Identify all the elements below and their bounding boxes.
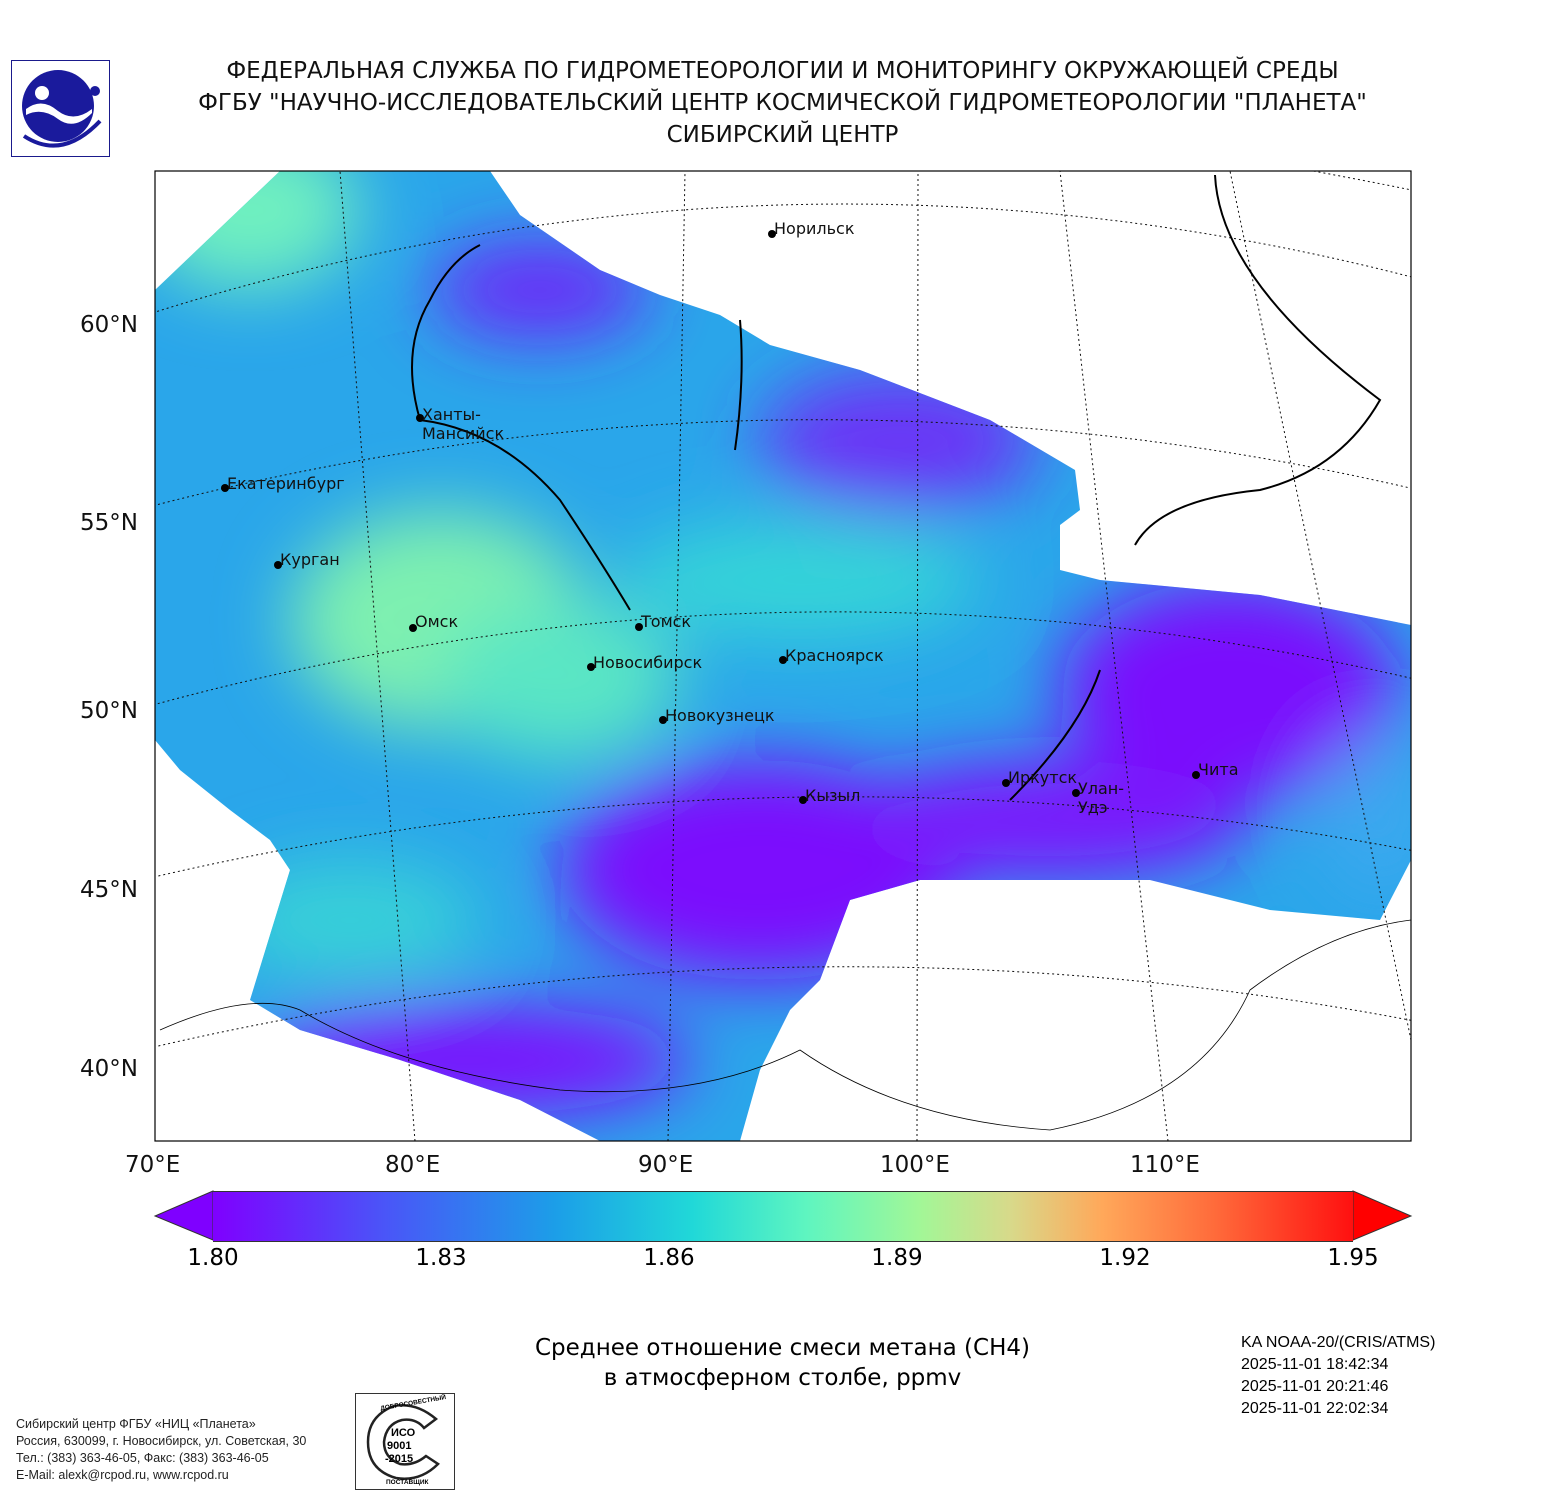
lon-label: 70°E <box>125 1152 181 1178</box>
svg-text:ПОСТАВЩИК: ПОСТАВЩИК <box>386 1479 429 1486</box>
city-label: Улан-Удэ <box>1078 779 1125 817</box>
map-title: Среднее отношение смеси метана (CH4) в а… <box>470 1333 1095 1393</box>
methane-field <box>155 171 1411 1141</box>
svg-text:9001: 9001 <box>387 1440 411 1452</box>
colorbar-max-extend <box>1352 1190 1413 1241</box>
city-label: Ханты-Мансийск <box>422 405 505 443</box>
lat-label: 55°N <box>80 510 138 536</box>
svg-text:-2015: -2015 <box>385 1453 413 1465</box>
colorbar-tick: 1.86 <box>643 1245 695 1271</box>
header-line-1: ФЕДЕРАЛЬНАЯ СЛУЖБА ПО ГИДРОМЕТЕОРОЛОГИИ … <box>226 58 1339 84</box>
colorbar-tick: 1.89 <box>871 1245 923 1271</box>
border <box>159 919 1411 1131</box>
colorbar-tick: 1.80 <box>187 1245 239 1271</box>
city-label: Кызыл <box>805 786 861 805</box>
colorbar-tick: 1.95 <box>1327 1245 1379 1271</box>
colorbar-min-extend <box>153 1190 214 1241</box>
city-label: Омск <box>415 612 459 631</box>
city-label: Чита <box>1198 760 1239 779</box>
footer-line: E-Mail: alexk@rcpod.ru, www.rcpod.ru <box>16 1468 229 1482</box>
colorbar-tick: 1.92 <box>1099 1245 1151 1271</box>
lat-label: 40°N <box>80 1056 138 1082</box>
city-label: Екатеринбург <box>227 474 345 493</box>
pass-time: 2025-11-01 18:42:34 <box>1241 1356 1389 1373</box>
colorbar <box>213 1191 1353 1242</box>
planeta-logo <box>11 60 110 157</box>
lat-label: 60°N <box>80 312 138 338</box>
satellite-name: KA NOAA-20/(CRIS/ATMS) <box>1241 1334 1436 1351</box>
map-title-line-1: Среднее отношение смеси метана (CH4) <box>534 1335 1030 1361</box>
iso-9001-logo: ИСО 9001 -2015 ДОБРОСОВЕСТНЫЙ ПОСТАВЩИК <box>355 1393 455 1490</box>
rivers <box>411 174 1382 801</box>
colorbar-tick: 1.83 <box>415 1245 467 1271</box>
iso-text: ИСО <box>391 1427 416 1439</box>
graticule <box>155 171 1411 1141</box>
city-label: Томск <box>641 612 692 631</box>
city-label: Красноярск <box>785 646 884 665</box>
pass-time: 2025-11-01 20:21:46 <box>1241 1378 1389 1395</box>
footer-line: Сибирский центр ФГБУ «НИЦ «Планета» <box>16 1417 256 1431</box>
lat-label: 45°N <box>80 877 138 903</box>
footer-line: Россия, 630099, г. Новосибирск, ул. Сове… <box>16 1434 307 1448</box>
map-title-line-2: в атмосферном столбе, ppmv <box>603 1365 962 1391</box>
lon-label: 90°E <box>638 1152 694 1178</box>
pass-time: 2025-11-01 22:02:34 <box>1241 1400 1389 1417</box>
map-frame <box>154 170 1412 1142</box>
header-line-3: СИБИРСКИЙ ЦЕНТР <box>666 122 899 148</box>
city-label: Новокузнецк <box>665 706 775 725</box>
city-label: Норильск <box>774 219 855 238</box>
satellite-info: KA NOAA-20/(CRIS/ATMS) 2025-11-01 18:42:… <box>1241 1332 1435 1420</box>
header-line-2: ФГБУ "НАУЧНО-ИССЛЕДОВАТЕЛЬСКИЙ ЦЕНТР КОС… <box>198 90 1367 116</box>
lon-label: 110°E <box>1130 1152 1200 1178</box>
city-label: Курган <box>280 550 340 569</box>
city-label: Иркутск <box>1008 768 1078 787</box>
svg-text:ДОБРОСОВЕСТНЫЙ: ДОБРОСОВЕСТНЫЙ <box>380 1393 447 1412</box>
footer-address: Сибирский центр ФГБУ «НИЦ «Планета» Росс… <box>16 1416 306 1484</box>
lon-label: 80°E <box>385 1152 441 1178</box>
footer-line: Тел.: (383) 363-46-05, Факс: (383) 363-4… <box>16 1451 269 1465</box>
city-label: Новосибирск <box>593 653 703 672</box>
lat-label: 50°N <box>80 698 138 724</box>
lon-label: 100°E <box>880 1152 950 1178</box>
